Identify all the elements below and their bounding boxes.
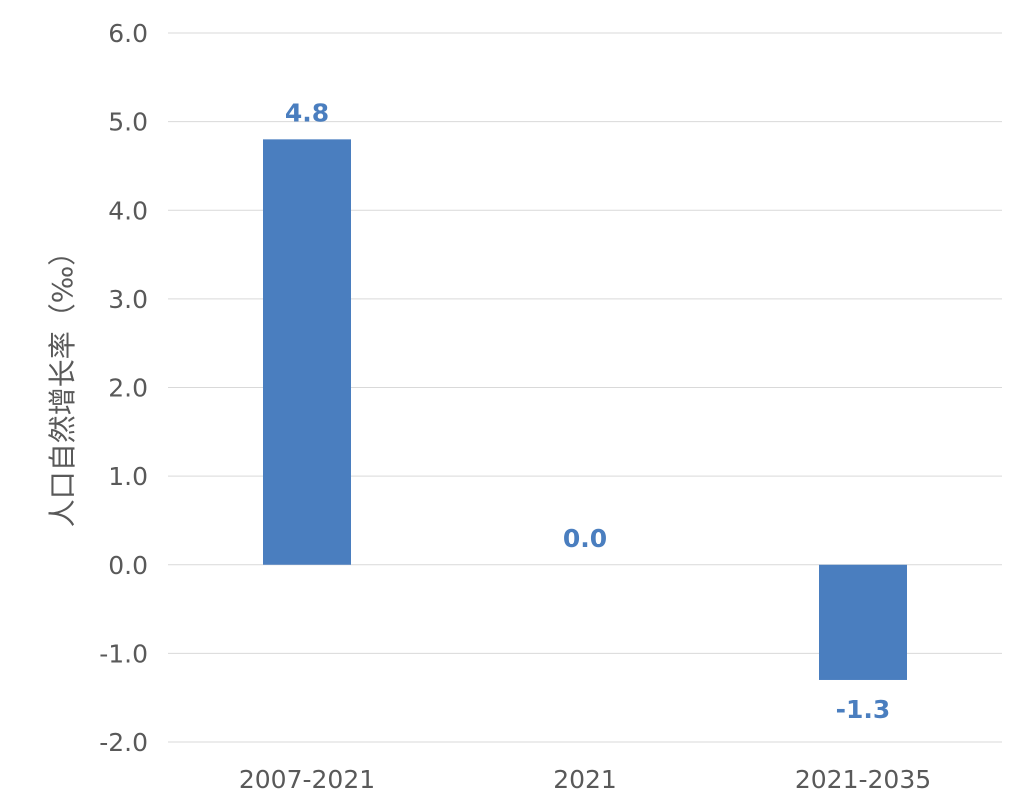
y-tick-label: 1.0 bbox=[108, 462, 148, 491]
y-tick-label: 5.0 bbox=[108, 108, 148, 137]
bar-2007-2021 bbox=[263, 139, 351, 565]
y-axis-ticks: 6.0 5.0 4.0 3.0 2.0 1.0 0.0 -1.0 -2.0 bbox=[99, 19, 148, 757]
y-tick-label: 4.0 bbox=[108, 196, 148, 225]
y-tick-label: -1.0 bbox=[99, 639, 148, 668]
data-label: 4.8 bbox=[285, 98, 329, 127]
x-category-label: 2021 bbox=[553, 765, 617, 794]
y-axis-title: 人口自然增长率（‰） bbox=[46, 238, 79, 528]
y-tick-label: -2.0 bbox=[99, 728, 148, 757]
data-label: 0.0 bbox=[563, 524, 607, 553]
data-label: -1.3 bbox=[836, 695, 891, 724]
x-axis-categories: 2007-2021 2021 2021-2035 bbox=[239, 765, 931, 794]
bar-2021-2035 bbox=[819, 564, 907, 680]
x-category-label: 2007-2021 bbox=[239, 765, 375, 794]
bars bbox=[263, 139, 907, 680]
y-tick-label: 3.0 bbox=[108, 285, 148, 314]
data-labels: 4.8 0.0 -1.3 bbox=[285, 98, 890, 724]
y-tick-label: 2.0 bbox=[108, 374, 148, 403]
y-tick-label: 6.0 bbox=[108, 19, 148, 48]
x-category-label: 2021-2035 bbox=[795, 765, 931, 794]
y-tick-label: 0.0 bbox=[108, 551, 148, 580]
